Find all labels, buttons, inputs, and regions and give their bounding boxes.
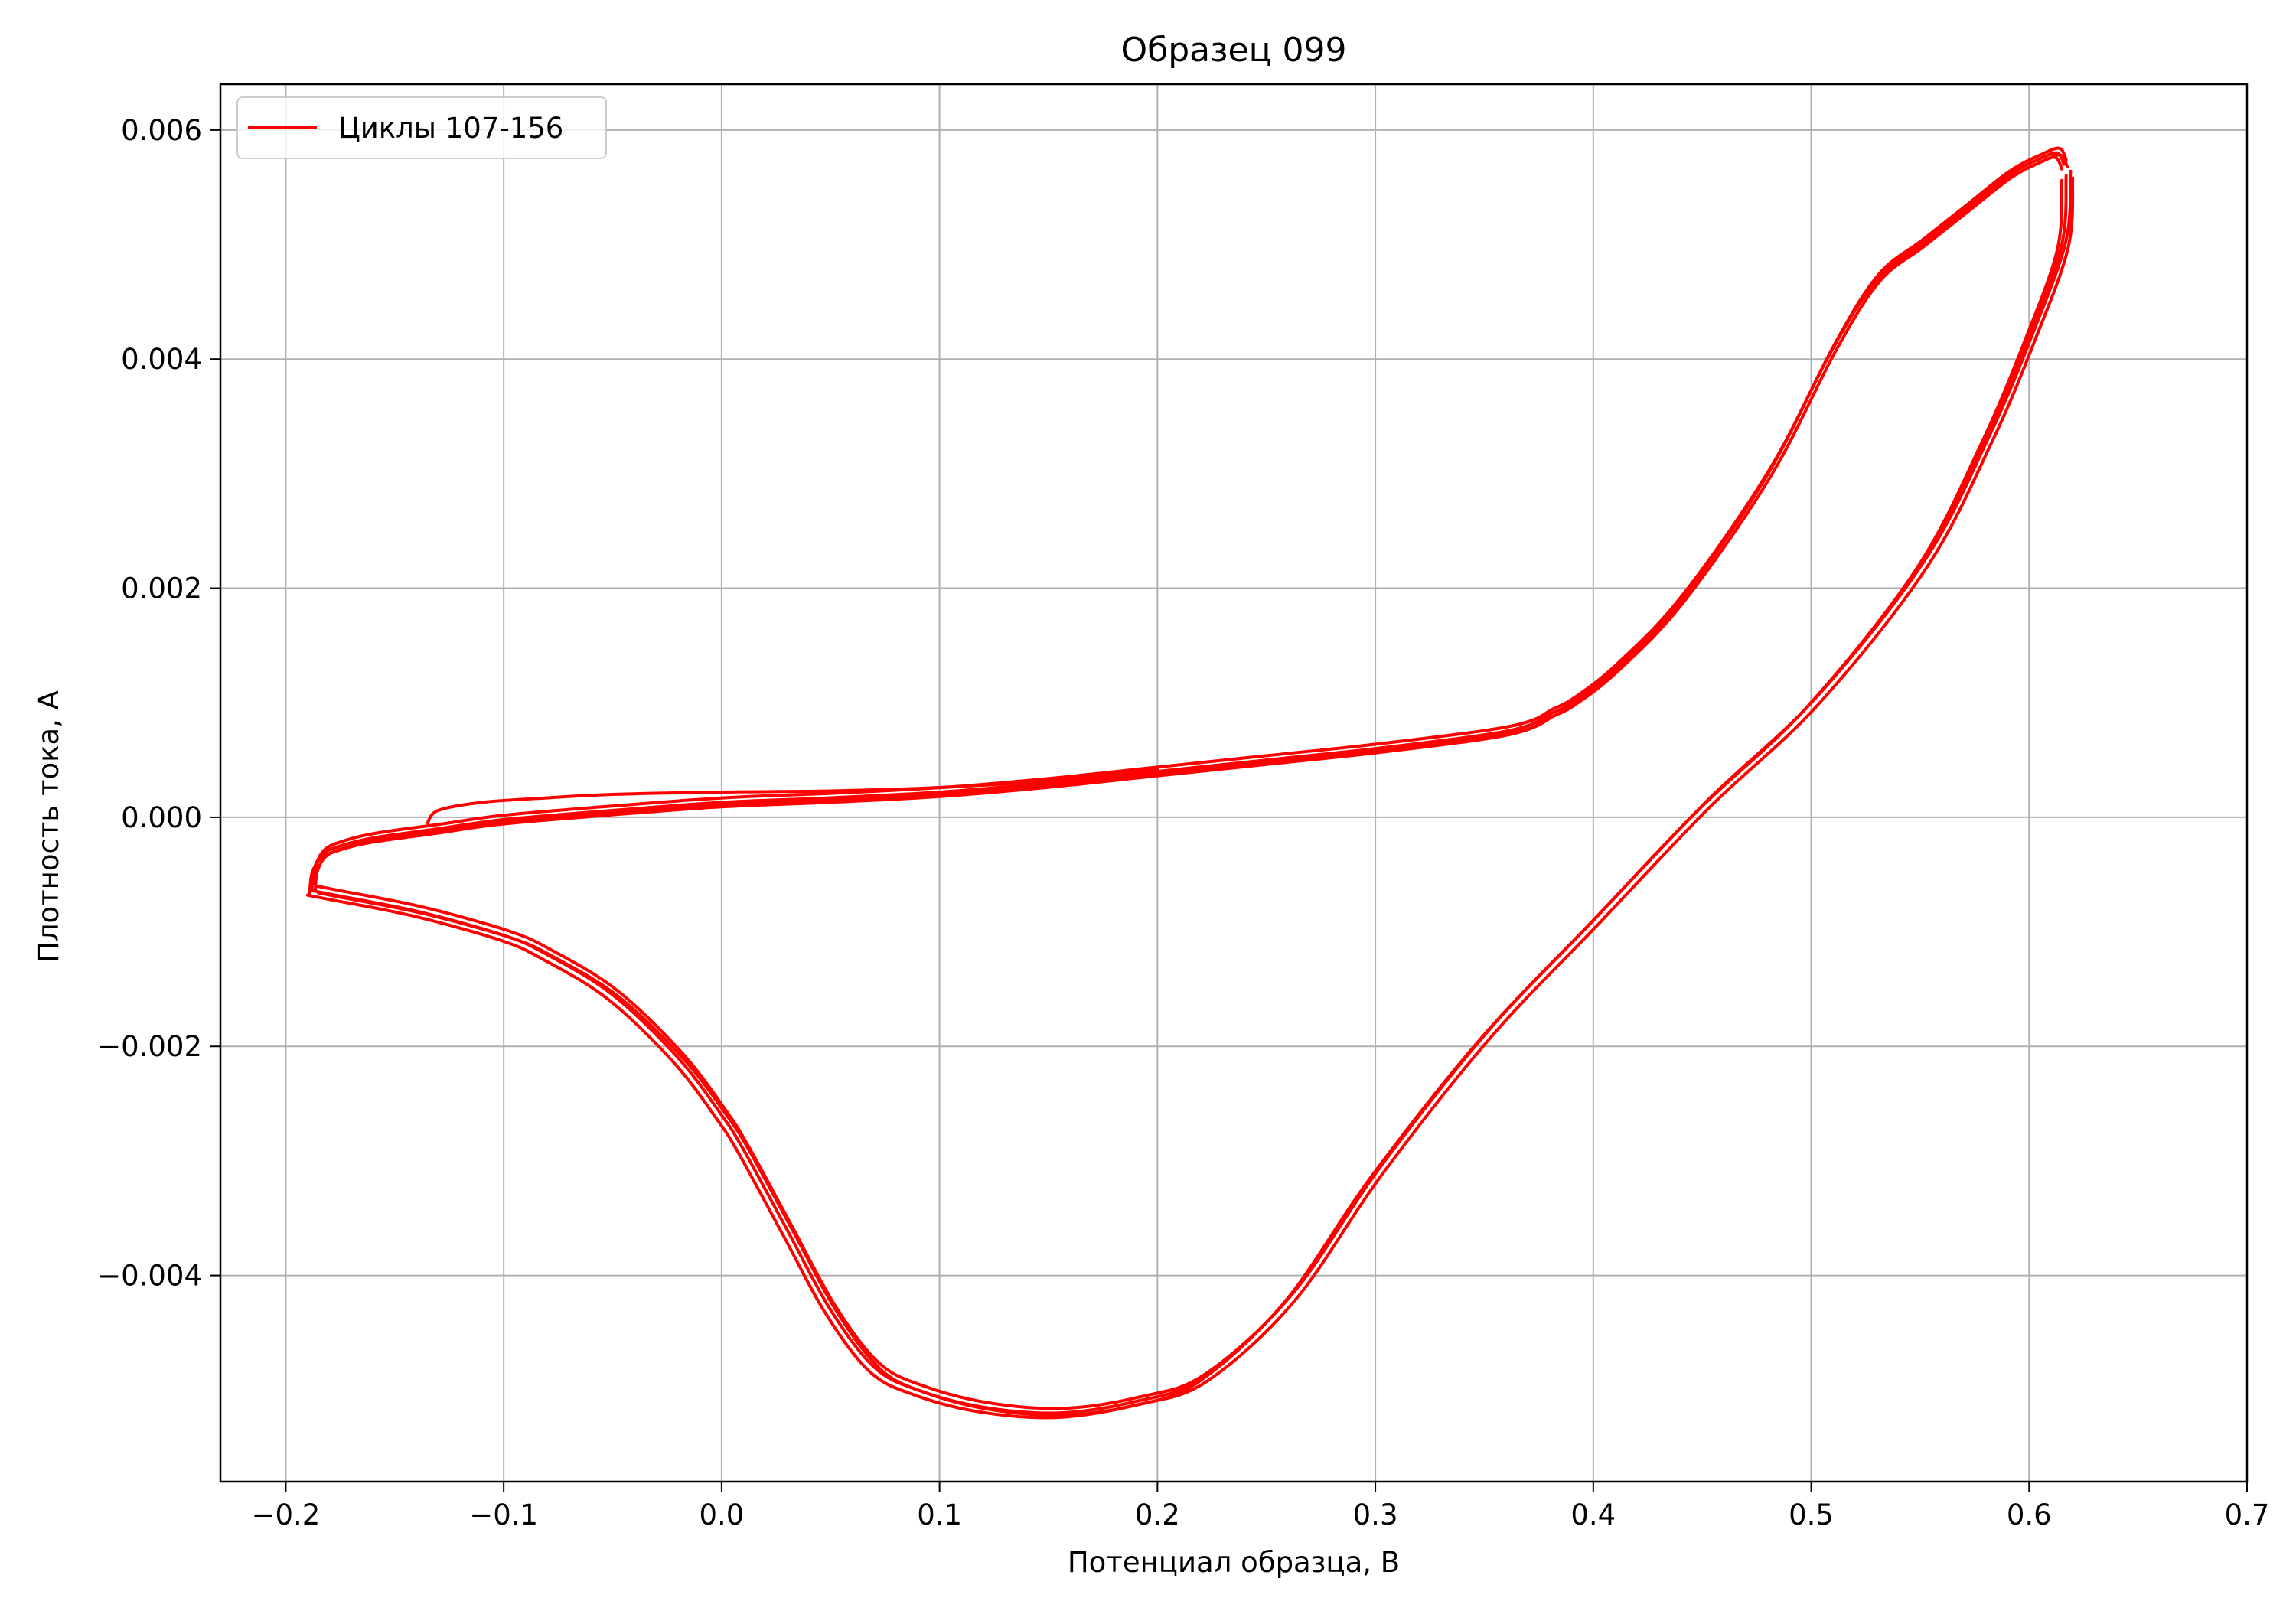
x-tick-label: 0.6 — [2007, 1498, 2052, 1531]
plot-frame — [219, 83, 2249, 1483]
cathodic-sweep-line — [317, 176, 2075, 1417]
y-tick-label: −0.002 — [97, 1030, 202, 1063]
anodic-sweep-line — [313, 153, 2069, 892]
legend-label: Циклы 107-156 — [338, 112, 563, 145]
legend: Циклы 107-156 — [236, 96, 607, 159]
x-tick-label: −0.2 — [251, 1498, 320, 1531]
anodic-sweep-line — [308, 155, 2063, 895]
y-tick-label: 0.006 — [121, 114, 202, 147]
anodic-sweep-line — [310, 151, 2066, 890]
y-tick-label: −0.004 — [97, 1260, 202, 1293]
ticks: −0.2 −0.1 0.0 0.1 0.2 0.3 0.4 0.5 0.6 0.7 −0.004 −0… — [97, 114, 2269, 1531]
y-tick-label: 0.000 — [121, 801, 202, 834]
grid — [220, 84, 2248, 1482]
series-layer — [305, 146, 2075, 1420]
y-tick-label: 0.004 — [121, 343, 202, 376]
x-tick-label: 0.2 — [1135, 1498, 1180, 1531]
x-tick-label: 0.3 — [1353, 1498, 1398, 1531]
cathodic-sweep-line — [310, 174, 2068, 1415]
cathodic-sweep-line — [305, 178, 2063, 1420]
x-tick-label: 0.1 — [917, 1498, 962, 1531]
y-axis-title: Плотность тока, А — [32, 690, 65, 963]
x-tick-label: 0.0 — [699, 1498, 744, 1531]
x-tick-label: 0.5 — [1789, 1498, 1834, 1531]
legend-box — [236, 96, 607, 159]
x-tick-label: 0.7 — [2225, 1498, 2270, 1531]
cathodic-sweep-line — [315, 169, 2073, 1410]
y-tick-label: 0.002 — [121, 572, 202, 605]
chart-title: Образец 099 — [1120, 31, 1346, 70]
x-tick-label: −0.1 — [469, 1498, 538, 1531]
anodic-sweep-line — [312, 146, 2068, 885]
x-tick-label: 0.4 — [1570, 1498, 1616, 1531]
x-axis-title: Потенциал образца, В — [1068, 1546, 1400, 1579]
first-cycle-line — [426, 768, 1159, 825]
